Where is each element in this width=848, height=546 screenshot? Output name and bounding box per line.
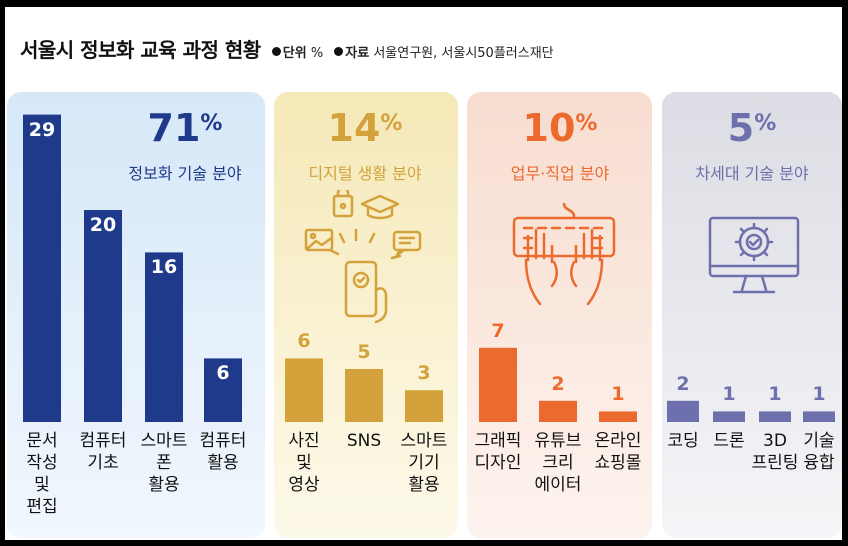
unit-note: 단위 % xyxy=(271,46,324,61)
group-share-unit: % xyxy=(380,111,403,136)
x-tick-label: 컴퓨터 활용 xyxy=(199,431,247,473)
title-row: 서울시 정보화 교육 과정 현황 단위 % 자료 서울연구원, 서울시50플러스… xyxy=(20,34,554,63)
source-value: 서울연구원, 서울시50플러스재단 xyxy=(373,46,554,61)
group-share-value: 14 xyxy=(327,106,381,150)
bar-value-label: 2 xyxy=(676,372,690,395)
x-tick-label: 스마트 기기 활용 xyxy=(400,431,448,495)
bar-value-label: 1 xyxy=(812,383,826,406)
group-name: 차세대 기술 분야 xyxy=(695,164,809,183)
x-tick-label: 온라인 쇼핑몰 xyxy=(594,431,642,473)
bullet-icon xyxy=(334,47,344,56)
group-share: 71% xyxy=(115,108,255,148)
group-share-unit: % xyxy=(754,111,777,136)
group-share: 10% xyxy=(490,108,630,148)
monitor-gear-icon xyxy=(708,216,800,294)
bar-value-label: 1 xyxy=(611,383,625,406)
x-tick-label: 스마트 폰 활용 xyxy=(140,431,188,495)
bar-value-label: 29 xyxy=(28,118,56,141)
group-share-unit: % xyxy=(200,111,223,136)
bar-value-label: 6 xyxy=(297,330,311,353)
panel-work-job xyxy=(467,92,652,538)
source-label: 자료 xyxy=(345,46,370,61)
bar-value-label: 20 xyxy=(89,214,117,236)
group-share-value: 5 xyxy=(727,106,755,150)
x-tick-label: 3D 프린팅 xyxy=(751,431,799,473)
panel-next-gen xyxy=(662,92,842,538)
group-name: 업무·직업 분야 xyxy=(510,164,610,183)
source-note: 자료 서울연구원, 서울시50플러스재단 xyxy=(334,46,554,61)
group-share-unit: % xyxy=(575,111,598,136)
x-tick-label: 기술 융합 xyxy=(803,431,835,473)
unit-value: % xyxy=(310,46,324,61)
x-tick-label: SNS xyxy=(346,431,382,451)
x-tick-label: 문서 작성 및 편집 xyxy=(26,431,58,517)
chart-title: 서울시 정보화 교육 과정 현황 xyxy=(20,38,261,62)
bar-value-label: 1 xyxy=(768,383,782,406)
x-tick-label: 컴퓨터 기초 xyxy=(79,431,127,473)
bar-value-label: 1 xyxy=(722,383,736,406)
group-share: 5% xyxy=(682,108,822,148)
bar-value-label: 16 xyxy=(150,256,178,279)
unit-label: 단위 xyxy=(282,46,307,61)
bar-value-label: 3 xyxy=(417,362,431,385)
x-tick-label: 코딩 xyxy=(667,431,699,451)
group-share-value: 71 xyxy=(147,106,201,150)
group-name: 정보화 기술 분야 xyxy=(128,164,242,183)
keyboard-hands-icon xyxy=(512,202,616,306)
bar-value-label: 6 xyxy=(216,362,230,385)
x-tick-label: 그래픽 디자인 xyxy=(474,431,522,473)
group-name: 디지털 생활 분야 xyxy=(308,164,422,183)
bar-value-label: 2 xyxy=(551,372,565,395)
bar-value-label: 5 xyxy=(357,341,371,363)
x-tick-label: 사진 및 영상 xyxy=(288,431,320,495)
bar-value-label: 7 xyxy=(491,319,505,342)
x-tick-label: 유튜브 크리 에이터 xyxy=(534,431,582,495)
x-tick-label: 드론 xyxy=(713,431,745,451)
bullet-icon xyxy=(271,47,281,56)
group-share: 14% xyxy=(295,108,435,148)
phone-apps-icon xyxy=(304,190,422,324)
group-share-value: 10 xyxy=(522,106,576,150)
